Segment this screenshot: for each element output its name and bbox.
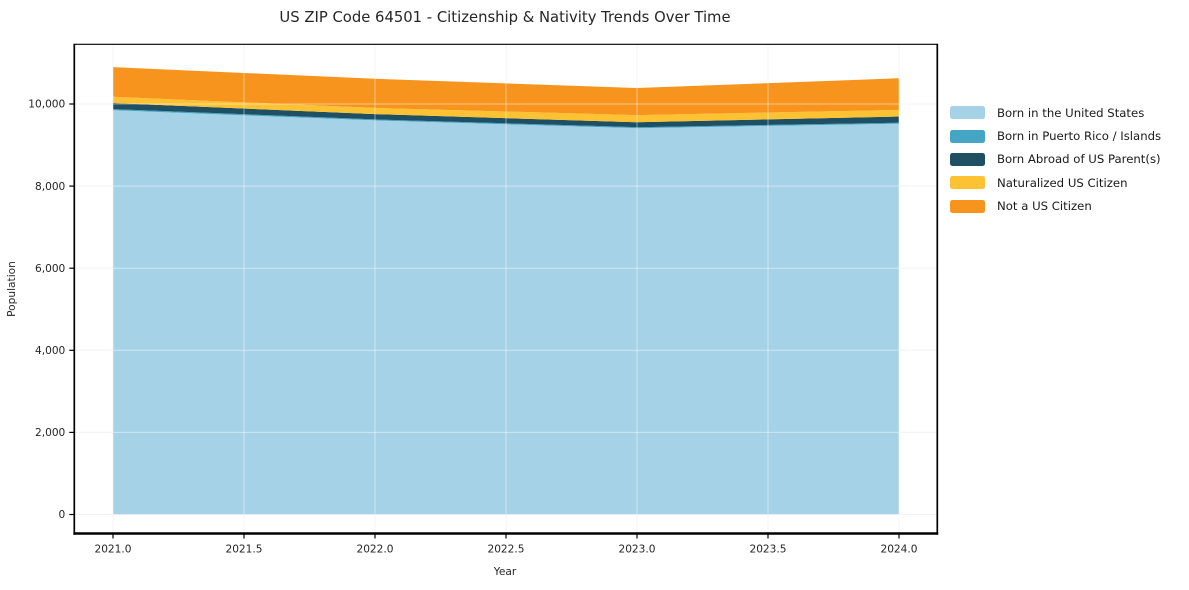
- y-tick-label: 8,000: [35, 181, 66, 193]
- legend-label: Naturalized US Citizen: [997, 175, 1128, 190]
- area-born-in-the-united-states: [113, 110, 899, 515]
- legend-label: Born in the United States: [997, 105, 1145, 120]
- gridlines-over: [74, 44, 938, 534]
- x-tick-label: 2021.0: [94, 544, 131, 556]
- x-tick-label: 2021.5: [225, 544, 262, 556]
- legend-swatch: [950, 106, 985, 120]
- legend-swatch: [950, 129, 985, 143]
- legend-swatch: [950, 152, 985, 166]
- legend-swatch: [950, 176, 985, 190]
- x-tick-label: 2022.0: [356, 544, 393, 556]
- chart-title: US ZIP Code 64501 - Citizenship & Nativi…: [279, 9, 730, 26]
- legend-swatch: [950, 199, 985, 213]
- area-not-a-us-citizen: [113, 67, 899, 116]
- y-tick-label: 4,000: [35, 345, 66, 357]
- area-born-abroad-of-us-parent-s: [113, 103, 899, 128]
- y-axis-label: Population: [6, 261, 18, 317]
- y-tick-label: 0: [59, 509, 66, 521]
- legend-item: Born Abroad of US Parent(s): [950, 148, 1161, 171]
- y-tick-label: 2,000: [35, 427, 66, 439]
- y-tick-label: 10,000: [28, 99, 65, 111]
- chart-legend: Born in the United States Born in Puerto …: [950, 101, 1161, 218]
- legend-item: Naturalized US Citizen: [950, 171, 1161, 194]
- x-axis-label: Year: [493, 566, 517, 578]
- axis-ticks: [69, 103, 900, 539]
- x-tick-label: 2024.0: [880, 544, 917, 556]
- y-tick-label: 6,000: [35, 263, 66, 275]
- x-tick-label: 2022.5: [487, 544, 524, 556]
- tick-labels: 2021.0 2021.5 2022.0 2022.5 2023.0 2023.5 2024…: [28, 99, 918, 556]
- legend-item: Born in Puerto Rico / Islands: [950, 124, 1161, 147]
- x-tick-label: 2023.0: [618, 544, 655, 556]
- stacked-areas: [113, 67, 899, 515]
- legend-label: Born in Puerto Rico / Islands: [997, 129, 1162, 144]
- legend-label: Born Abroad of US Parent(s): [997, 152, 1161, 167]
- legend-item: Not a US Citizen: [950, 195, 1161, 218]
- legend-label: Not a US Citizen: [997, 199, 1092, 214]
- x-tick-label: 2023.5: [749, 544, 786, 556]
- legend-item: Born in the United States: [950, 101, 1161, 124]
- area-naturalized-us-citizen: [113, 96, 899, 123]
